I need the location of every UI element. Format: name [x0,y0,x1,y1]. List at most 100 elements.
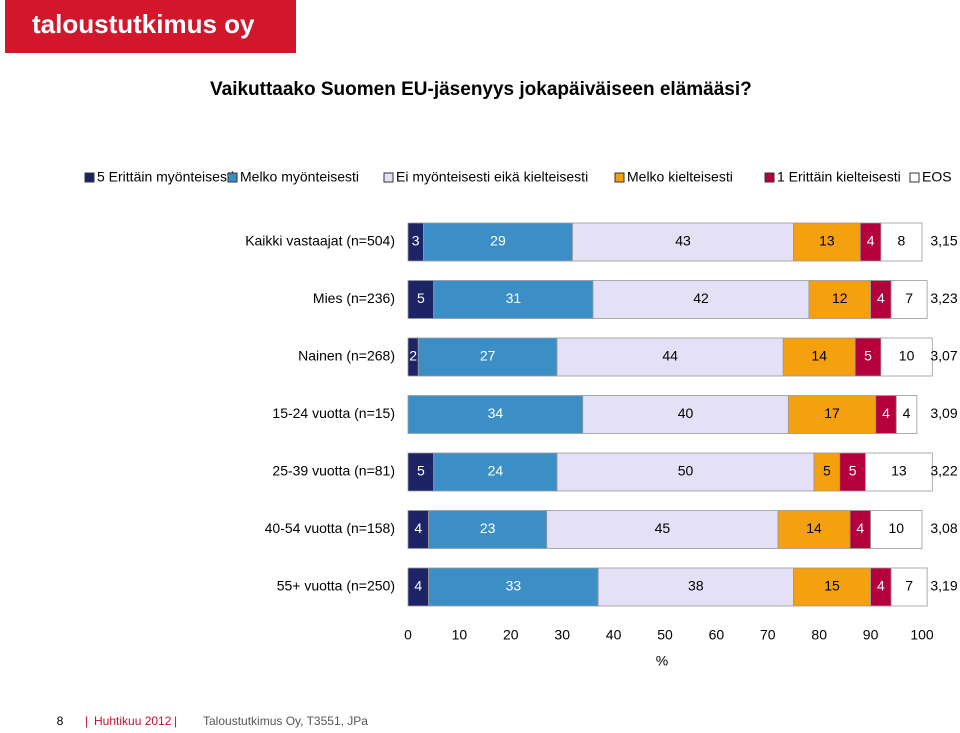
bar-segment [782,337,856,377]
legend-label: EOS [922,169,952,185]
x-tick-label: 0 [404,627,412,643]
value-label: 14 [806,520,822,536]
bar-segment [417,337,558,377]
x-tick-label: 60 [709,627,725,643]
legend-swatch [764,172,775,183]
bar-segment [808,280,871,319]
bar-segment [572,222,794,262]
value-label: 45 [655,520,671,536]
mean-label: 3,23 [930,290,957,306]
value-label: 7 [905,290,913,306]
x-axis-label: % [656,653,668,669]
bar-segment [865,452,933,492]
value-label: 17 [824,405,840,421]
value-label: 31 [506,290,522,306]
value-label: 42 [693,290,709,306]
logo: taloustutkimus oy [32,9,255,39]
chart-title: Vaikuttaako Suomen EU-jäsenyys jokapäivä… [210,79,752,100]
legend-label: Melko kielteisesti [627,169,733,185]
bar-segment [880,337,933,377]
value-label: 4 [877,578,885,594]
mean-label: 3,22 [930,463,957,479]
value-label: 12 [832,290,848,306]
value-label: 4 [877,290,885,306]
mean-label: 3,08 [930,520,957,536]
bar-segment [890,280,928,319]
value-label: 4 [903,405,911,421]
bar-segment [854,337,882,377]
bar-segment [880,222,923,262]
legend-swatch [84,172,95,183]
value-label: 10 [899,348,915,364]
value-label: 8 [898,233,906,249]
bar-segment [433,280,594,319]
value-label: 13 [819,233,835,249]
value-label: 50 [678,463,694,479]
value-label: 4 [882,405,890,421]
mean-label: 3,07 [930,348,957,364]
category-label: 55+ vuotta (n=250) [277,578,395,594]
value-label: 3 [412,233,420,249]
legend-label: 5 Erittäin myönteisesti [97,169,234,185]
footer-sep: | [174,714,177,728]
bar-segment [582,395,789,434]
value-label: 24 [488,463,504,479]
value-label: 5 [417,463,425,479]
bar-segment [428,567,599,607]
bar-segment [793,222,861,262]
x-tick-label: 50 [657,627,673,643]
value-label: 4 [414,578,422,594]
footer-sep: | [85,714,88,728]
value-label: 5 [417,290,425,306]
value-label: 4 [867,233,875,249]
mean-label: 3,09 [930,405,957,421]
bar-segment [787,395,877,434]
bar-segment [839,452,866,492]
bar-segment [813,452,841,492]
category-label: 25-39 vuotta (n=81) [272,463,395,479]
x-tick-label: 40 [606,627,622,643]
value-label: 5 [849,463,857,479]
x-tick-label: 30 [554,627,570,643]
bar-segment [407,452,435,492]
legend-label: Ei myönteisesti eikä kielteisesti [396,169,588,185]
value-label: 7 [905,578,913,594]
value-label: 27 [480,348,496,364]
value-label: 33 [506,578,522,594]
x-tick-label: 10 [452,627,468,643]
bar-segment [870,510,923,549]
legend-swatch [614,172,625,183]
x-tick-label: 70 [760,627,776,643]
bar-segment [895,395,918,434]
legend-label: Melko myönteisesti [240,169,359,185]
value-label: 2 [409,348,417,364]
value-label: 13 [891,463,907,479]
legend-label: 1 Erittäin kielteisesti [777,169,901,185]
value-label: 44 [662,348,678,364]
value-label: 4 [856,520,864,536]
value-label: 38 [688,578,704,594]
value-label: 40 [678,405,694,421]
value-label: 14 [811,348,827,364]
value-label: 29 [490,233,506,249]
bar-segment [546,510,779,549]
bar-segment [777,510,851,549]
value-label: 5 [864,348,872,364]
bar-segment [556,337,784,377]
category-label: Nainen (n=268) [298,348,395,364]
bar-segment [407,395,584,434]
bar-segment [890,567,928,607]
legend-swatch [227,172,238,183]
mean-label: 3,15 [930,233,957,249]
footer-source: Taloustutkimus Oy, T3551, JPa [203,714,368,728]
logo-box [5,0,296,53]
footer-date: Huhtikuu 2012 [94,714,172,728]
bar-segment [793,567,871,607]
x-tick-label: 20 [503,627,519,643]
legend-swatch [383,172,394,183]
value-label: 43 [675,233,691,249]
bar-segment [433,452,558,492]
value-label: 34 [488,405,504,421]
value-label: 5 [823,463,831,479]
